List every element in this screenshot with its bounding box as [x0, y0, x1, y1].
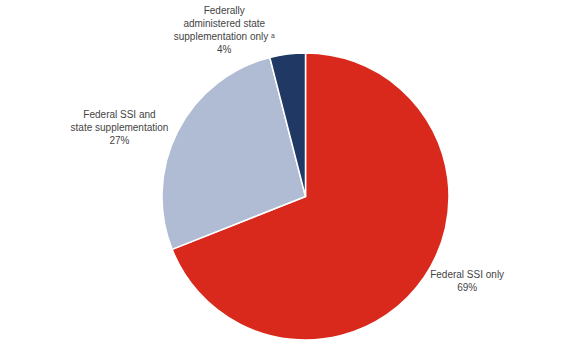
svg-text:Federallyadministered statesup: Federallyadministered statesupplementati… [174, 5, 275, 55]
svg-text:Federal SSI only69%: Federal SSI only69% [430, 269, 504, 293]
svg-text:Federal SSI andstate supplemen: Federal SSI andstate supplementation27% [71, 109, 169, 146]
